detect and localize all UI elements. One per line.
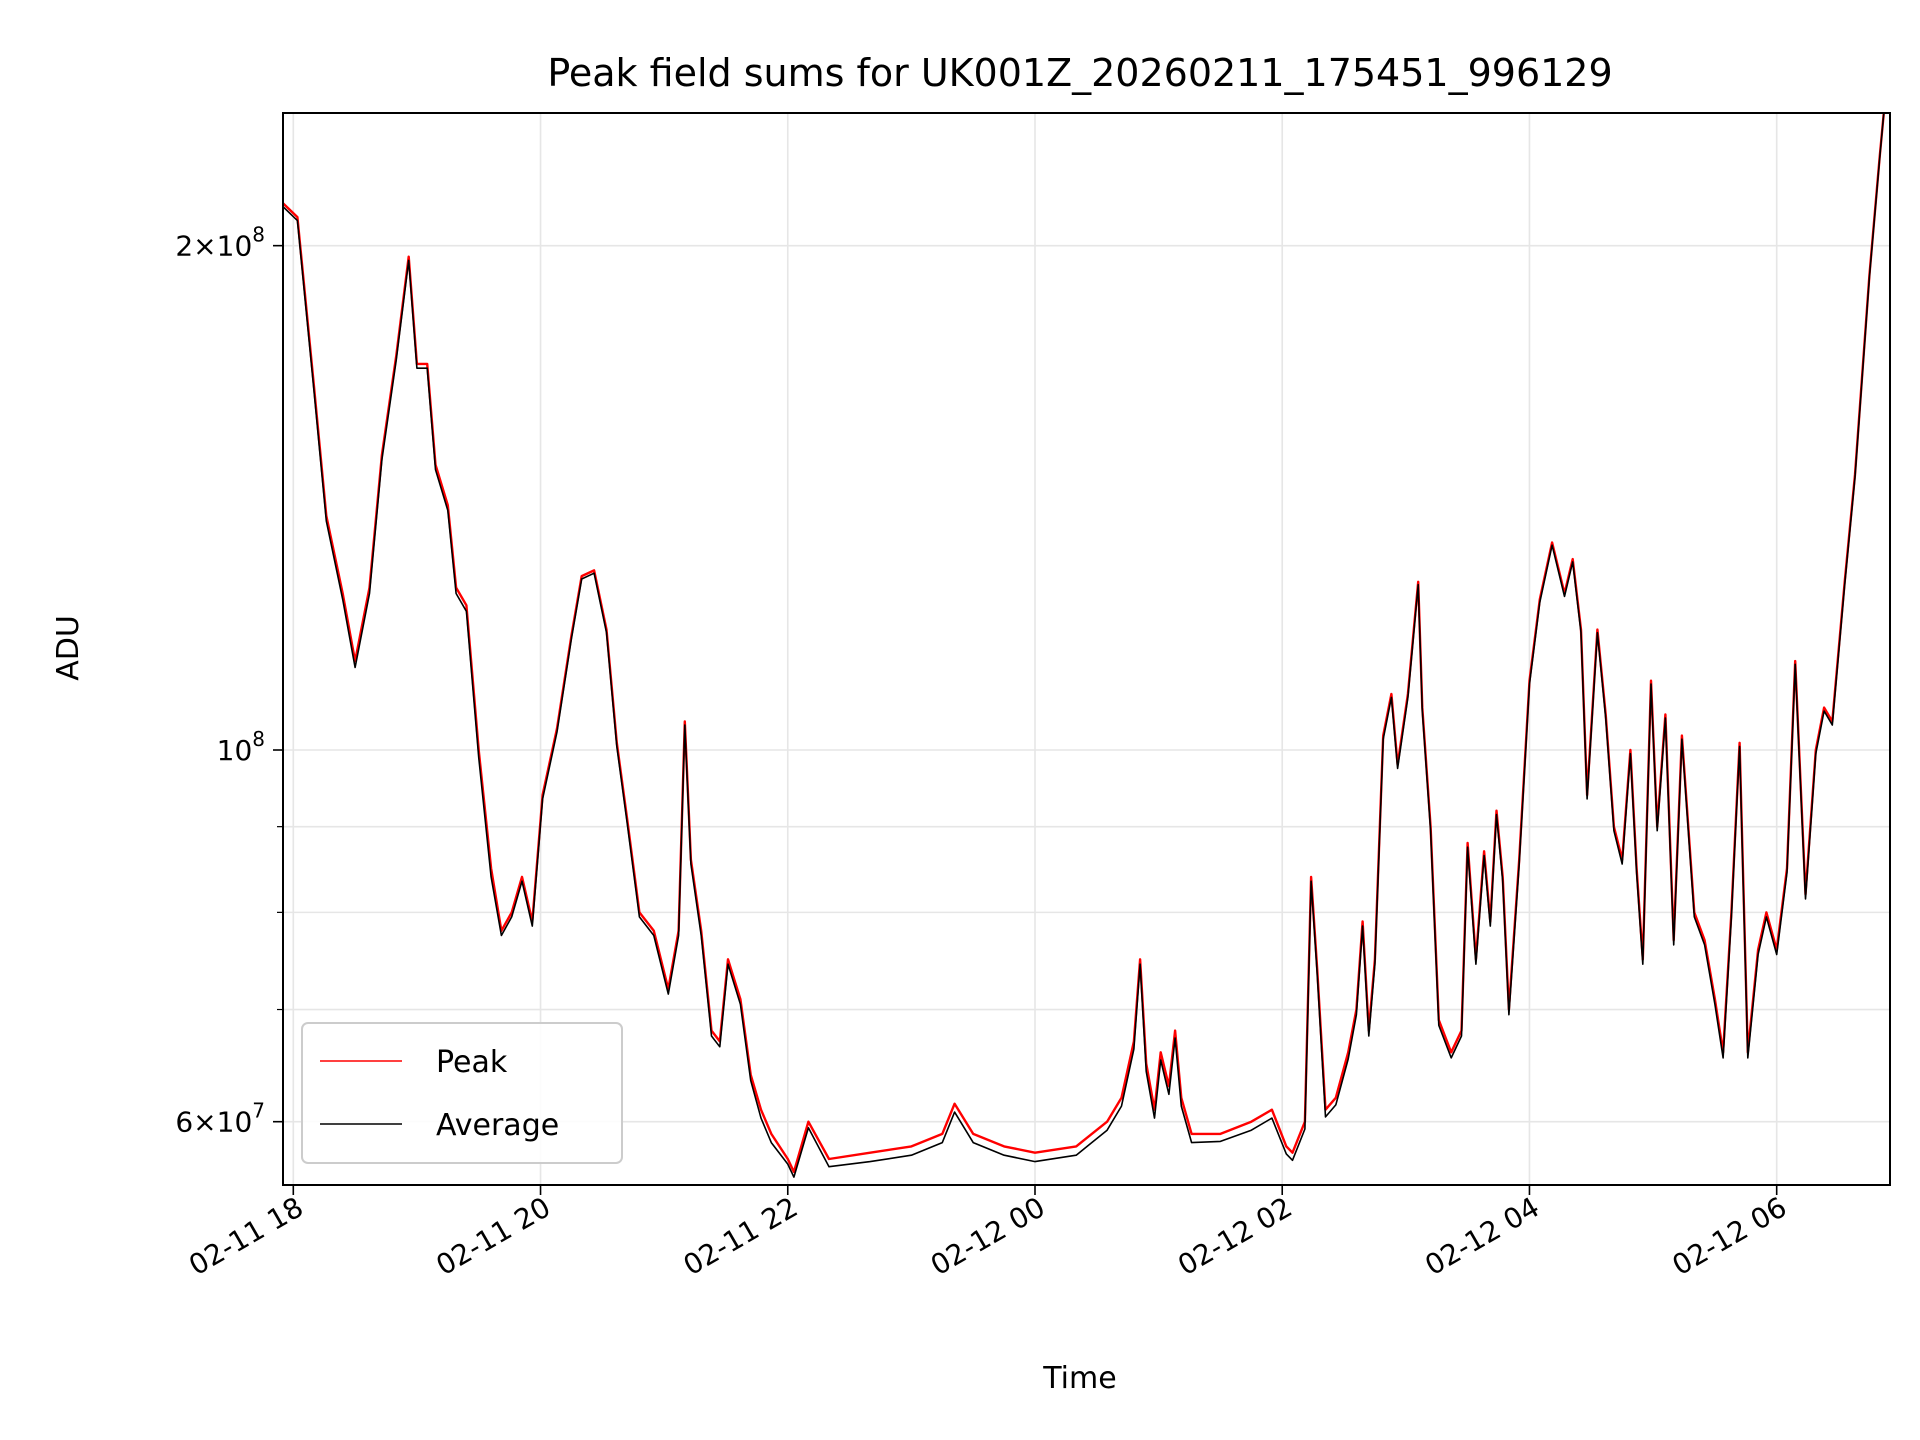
y-axis-label: ADU <box>51 615 86 681</box>
y-axis-ticks: 6×107 108 2×108 <box>175 223 283 1139</box>
legend-label-peak: Peak <box>436 1045 508 1080</box>
legend-box <box>301 1022 623 1164</box>
x-axis-label: Time <box>1042 1361 1116 1396</box>
plot-lines <box>282 112 1885 1178</box>
grid-lines <box>283 113 1890 1185</box>
legend-label-average: Average <box>436 1108 559 1143</box>
y-tick-label: 2×108 <box>175 223 265 263</box>
plot-frame <box>282 112 1891 1186</box>
legend: Peak Average <box>301 1022 623 1164</box>
series-line-average <box>282 112 1885 1178</box>
y-tick-label: 108 <box>217 727 265 767</box>
chart-title: Peak field sums for UK001Z_20260211_1754… <box>547 51 1612 95</box>
y-tick-label: 6×107 <box>175 1099 265 1139</box>
